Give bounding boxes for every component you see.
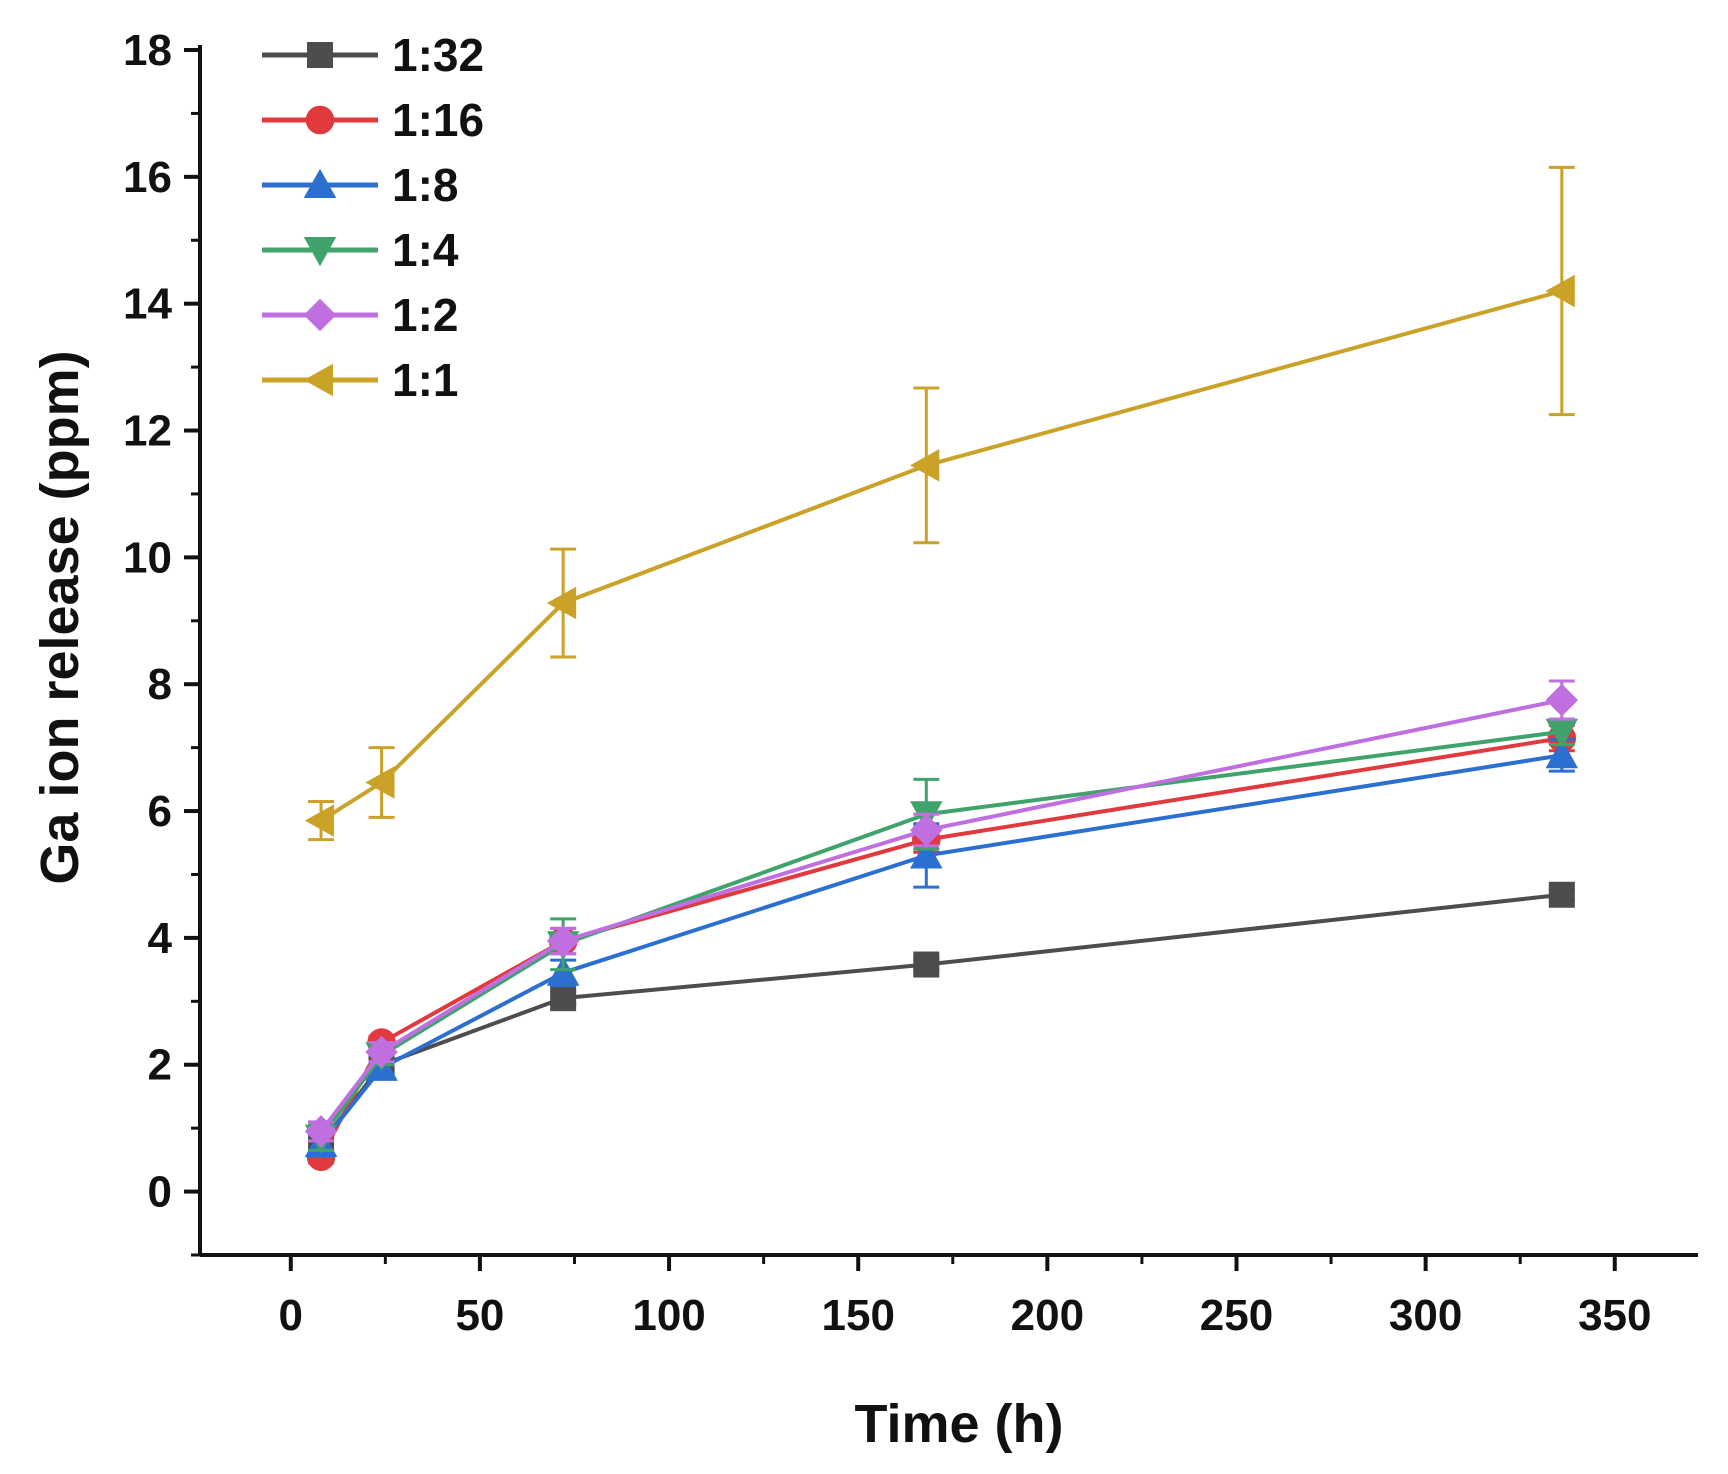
series-1-2: [304, 679, 1579, 1148]
y-tick-label: 0: [148, 1168, 172, 1217]
data-point: [913, 951, 940, 978]
legend-marker: [303, 237, 337, 267]
series-line: [319, 729, 1563, 1139]
legend-label: 1:2: [392, 289, 458, 341]
data-point: [910, 839, 943, 869]
series-layer: [304, 165, 1579, 1171]
y-tick-label: 4: [148, 914, 173, 963]
axes: 0 2 4 6 8 10 12 14 16 18 0 50 100 150 200 250 300 350: [123, 26, 1698, 1340]
x-tick-label: 250: [1200, 1291, 1273, 1340]
y-tick-label: 14: [123, 280, 172, 329]
y-axis-title: Ga ion release (ppm): [30, 350, 90, 884]
legend-item: 1:1: [262, 354, 458, 406]
data-point: [304, 804, 335, 837]
y-tick-label: 18: [123, 26, 172, 75]
x-tick-label: 100: [632, 1291, 705, 1340]
series-line: [319, 892, 1563, 1146]
data-point: [365, 1035, 398, 1069]
legend-item: 1:8: [262, 159, 458, 211]
legend-marker: [303, 168, 337, 198]
data-point: [550, 985, 577, 1012]
data-point: [910, 449, 940, 482]
legend-item: 1:4: [262, 224, 459, 276]
series-line: [319, 289, 1563, 823]
data-point: [546, 586, 577, 620]
x-tick-label: 350: [1578, 1291, 1651, 1340]
legend-marker: [305, 105, 335, 135]
series-line: [319, 736, 1563, 1158]
y-tick-label: 12: [123, 407, 172, 456]
data-point: [1545, 738, 1579, 769]
legend-label: 1:1: [392, 354, 458, 406]
x-tick-label: 0: [279, 1291, 303, 1340]
series-1-1: [304, 165, 1575, 842]
data-point: [1545, 683, 1579, 717]
x-tick-label: 200: [1011, 1291, 1084, 1340]
x-tick-label: 300: [1389, 1291, 1462, 1340]
legend-item: 1:32: [262, 29, 484, 81]
data-point: [365, 766, 395, 799]
legend-label: 1:4: [392, 224, 459, 276]
data-point: [546, 956, 580, 986]
y-tick-label: 16: [123, 153, 172, 202]
y-tick-label: 2: [148, 1041, 172, 1090]
series-1-32: [308, 881, 1575, 1158]
data-point: [1545, 718, 1579, 749]
legend-item: 1:2: [262, 289, 458, 341]
series-1-16: [306, 723, 1577, 1171]
legend-label: 1:8: [392, 159, 458, 211]
data-point: [304, 1115, 338, 1148]
legend-marker: [303, 298, 337, 332]
data-point: [910, 813, 943, 847]
y-tick-label: 8: [148, 660, 172, 709]
x-tick-label: 50: [455, 1291, 504, 1340]
legend-item: 1:16: [262, 94, 484, 146]
legend-marker: [303, 363, 333, 397]
data-point: [1545, 274, 1575, 308]
legend-label: 1:16: [392, 94, 484, 146]
legend: 1:32 1:16 1:8 1:4 1:2 1:1: [262, 29, 484, 406]
y-tick-label: 6: [148, 787, 172, 836]
data-point: [546, 924, 580, 958]
y-tick-label: 10: [123, 533, 172, 582]
x-tick-label: 150: [822, 1291, 895, 1340]
legend-marker: [307, 42, 333, 68]
legend-label: 1:32: [392, 29, 484, 81]
x-axis-title: Time (h): [854, 1394, 1063, 1454]
data-point: [1548, 881, 1575, 908]
